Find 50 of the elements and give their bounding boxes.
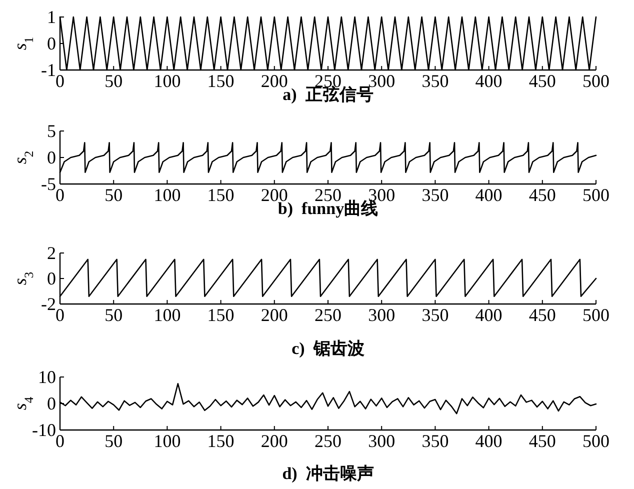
y-tick-label: 5 [47, 121, 56, 141]
x-tick-label: 450 [528, 431, 556, 451]
y-tick-label: -5 [41, 174, 56, 194]
y-tick-label: 0 [47, 148, 56, 168]
x-tick-label: 400 [475, 431, 502, 451]
y-tick-label: 1 [47, 7, 56, 27]
y-tick-label: 0 [47, 394, 56, 414]
x-tick-label: 100 [154, 431, 181, 451]
x-tick-label: 450 [528, 71, 556, 91]
x-tick-label: 450 [528, 305, 556, 325]
x-tick-label: 200 [260, 305, 288, 325]
x-tick-label: 150 [207, 305, 234, 325]
x-tick-label: 500 [582, 185, 610, 205]
x-tick-label: 50 [104, 71, 123, 91]
x-tick-label: 100 [154, 305, 181, 325]
x-tick-label: 350 [422, 305, 449, 325]
y-tick-label: -2 [41, 294, 56, 314]
x-tick-label: 350 [422, 431, 449, 451]
x-tick-label: 400 [475, 71, 502, 91]
x-tick-label: 250 [314, 431, 342, 451]
x-tick-label: 200 [260, 431, 288, 451]
x-tick-label: 150 [207, 185, 234, 205]
x-tick-label: 450 [528, 185, 556, 205]
x-tick-label: 150 [207, 431, 234, 451]
x-tick-label: 250 [314, 185, 342, 205]
y-tick-label: -10 [32, 420, 56, 440]
y-tick-label: 0 [47, 268, 56, 288]
y-tick-label: 0 [47, 34, 56, 54]
y-tick-label: 10 [38, 367, 56, 387]
y-tick-label: -1 [41, 60, 56, 80]
x-tick-label: 350 [422, 185, 449, 205]
x-tick-label: 50 [104, 305, 123, 325]
x-tick-label: 150 [207, 71, 234, 91]
x-tick-label: 300 [368, 305, 396, 325]
x-tick-label: 500 [582, 431, 610, 451]
x-tick-label: 200 [260, 71, 288, 91]
x-tick-label: 100 [154, 71, 181, 91]
y-tick-label: 2 [47, 243, 56, 263]
x-tick-label: 500 [582, 71, 610, 91]
text: c) 锯齿波 [292, 339, 364, 358]
x-tick-label: 100 [154, 185, 181, 205]
text: d) 冲击噪声 [282, 464, 374, 483]
x-tick-label: 400 [475, 305, 502, 325]
x-tick-label: 500 [582, 305, 610, 325]
x-tick-label: 400 [475, 185, 502, 205]
x-tick-label: 350 [422, 71, 449, 91]
x-tick-label: 250 [314, 305, 342, 325]
x-tick-label: 50 [104, 431, 123, 451]
x-tick-label: 300 [368, 431, 396, 451]
x-tick-label: 50 [104, 185, 123, 205]
